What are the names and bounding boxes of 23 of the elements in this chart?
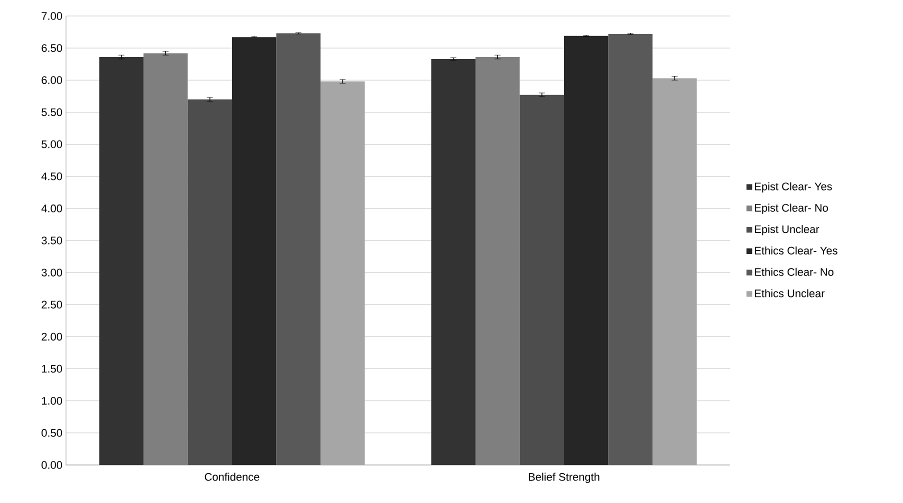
legend-label: Ethics Unclear: [755, 289, 825, 298]
y-tick-label: 0.50: [42, 429, 62, 437]
legend-label: Epist Unclear: [755, 225, 820, 236]
y-tick-label: 1.00: [42, 396, 62, 405]
y-tick-label: 3.00: [42, 268, 62, 276]
y-tick-label: 6.50: [42, 44, 62, 52]
y-tick-label: 0.00: [42, 461, 62, 469]
x-tick-label: Confidence: [204, 472, 260, 481]
y-tick-label: 2.50: [42, 300, 62, 309]
y-tick-label: 3.50: [42, 236, 62, 244]
y-tick-label: 2.00: [42, 332, 62, 341]
y-tick-label: 5.50: [42, 108, 62, 116]
y-tick-label: 4.50: [41, 172, 62, 180]
y-tick-label: 5.00: [42, 140, 62, 148]
legend-label: Ethics Clear- No: [755, 268, 834, 276]
y-tick-label: 1.50: [42, 364, 62, 373]
y-tick-label: 4.00: [41, 204, 62, 212]
legend-label: Ethics Clear- Yes: [755, 246, 838, 255]
y-tick-label: 7.00: [42, 12, 62, 20]
x-tick-label: Belief Strength: [528, 472, 600, 483]
y-tick-label: 6.00: [42, 76, 62, 84]
legend-label: Epist Clear- Yes: [755, 182, 832, 192]
legend-label: Epist Clear- No: [755, 204, 828, 214]
